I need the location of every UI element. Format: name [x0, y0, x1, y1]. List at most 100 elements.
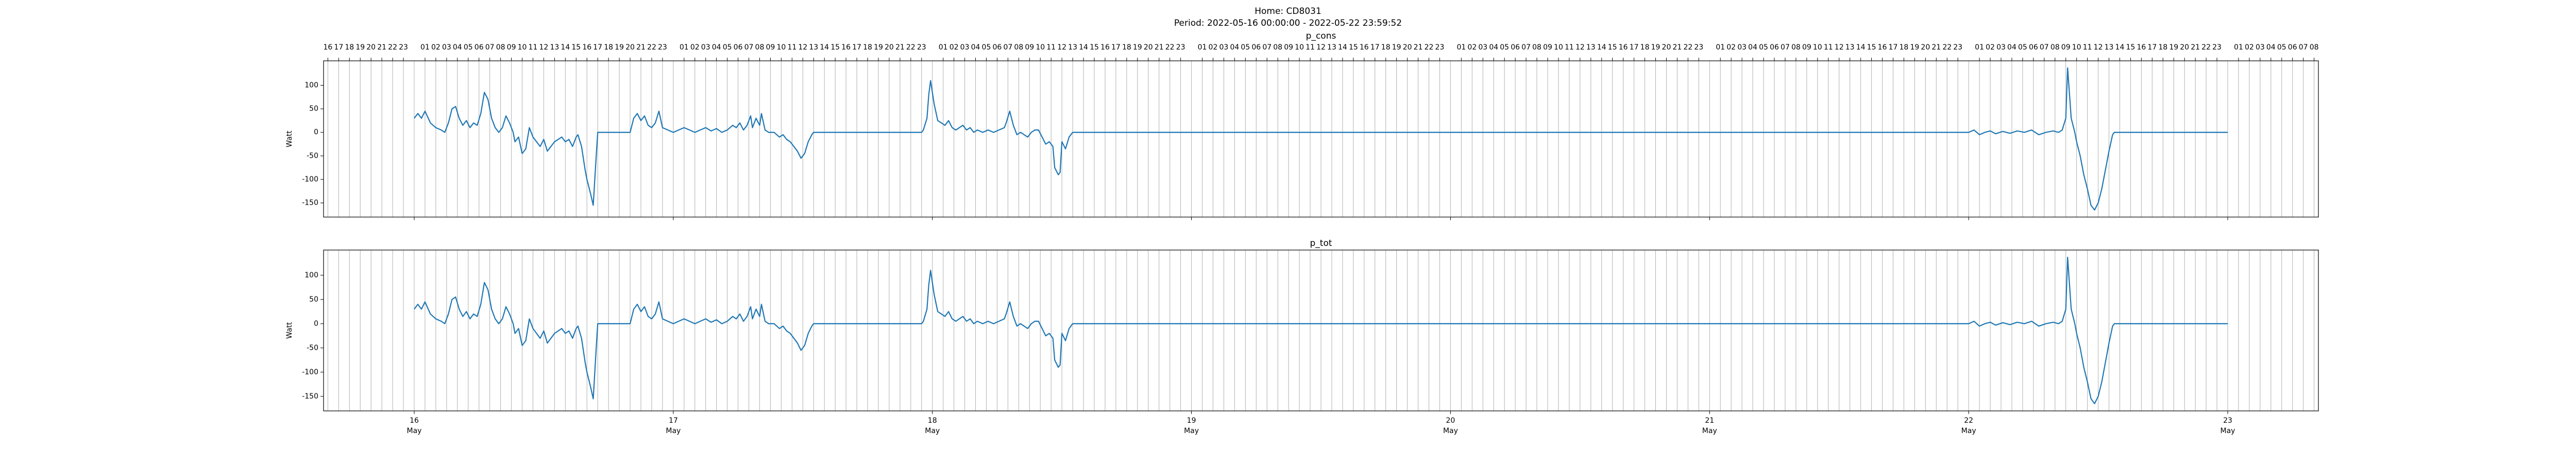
- x2-tick-label: 02: [1467, 43, 1477, 52]
- x2-tick-label: 16: [323, 43, 332, 52]
- x2-tick-label: 10: [1295, 43, 1304, 52]
- x2-tick-label: 06: [734, 43, 743, 52]
- x2-tick-label: 21: [636, 43, 646, 52]
- x2-tick-label: 01: [939, 43, 948, 52]
- x2-tick-label: 06: [1251, 43, 1261, 52]
- x2-tick-label: 01: [1198, 43, 1207, 52]
- x2-tick-label: 16: [1878, 43, 1887, 52]
- x2-tick-label: 16: [1619, 43, 1628, 52]
- x2-tick-label: 06: [1770, 43, 1779, 52]
- x2-tick-label: 17: [1889, 43, 1898, 52]
- x-tick-label: 21 May: [1702, 417, 1717, 435]
- tick-label-line: 16: [410, 417, 419, 425]
- x2-tick-label: 22: [906, 43, 916, 52]
- x2-tick-label: 20: [2180, 43, 2189, 52]
- x2-tick-label: 09: [2061, 43, 2071, 52]
- x2-tick-label: 23: [399, 43, 408, 52]
- figure-subtitle: Period: 2022-05-16 00:00:00 - 2022-05-22…: [1174, 18, 1402, 28]
- x2-tick-label: 18: [604, 43, 613, 52]
- x2-tick-label: 13: [1327, 43, 1336, 52]
- x2-tick-label: 07: [2040, 43, 2049, 52]
- x2-tick-label: 14: [1597, 43, 1606, 52]
- x2-tick-label: 22: [388, 43, 397, 52]
- y-axis-label: Watt: [285, 322, 294, 339]
- x2-tick-label: 03: [1737, 43, 1747, 52]
- x2-tick-label: 11: [529, 43, 538, 52]
- tick-label-line: 17: [669, 417, 678, 425]
- x2-tick-label: 23: [658, 43, 667, 52]
- y-tick-label: 0: [314, 128, 318, 137]
- y-tick-label: -50: [307, 344, 318, 352]
- x2-tick-label: 08: [2310, 43, 2319, 52]
- x2-tick-label: 21: [2191, 43, 2200, 52]
- y-tick-label: -100: [302, 368, 318, 376]
- tick-label-line: 23: [2223, 417, 2232, 425]
- x2-tick-label: 12: [1835, 43, 1844, 52]
- x2-tick-label: 05: [464, 43, 473, 52]
- x2-tick-label: 20: [885, 43, 894, 52]
- x2-tick-label: 13: [809, 43, 818, 52]
- x-tick-label: 20 May: [1443, 417, 1458, 435]
- x2-tick-label: 02: [1726, 43, 1736, 52]
- x2-tick-label: 02: [950, 43, 959, 52]
- x2-tick-label: 21: [1673, 43, 1682, 52]
- x2-tick-label: 08: [1791, 43, 1801, 52]
- x2-tick-label: 06: [2029, 43, 2038, 52]
- tick-label-line: 18: [928, 417, 937, 425]
- x2-tick-label: 21: [377, 43, 386, 52]
- x-tick-label: 17 May: [666, 417, 681, 435]
- x2-tick-label: 06: [2288, 43, 2297, 52]
- x2-tick-label: 17: [1630, 43, 1639, 52]
- x2-tick-label: 18: [1900, 43, 1909, 52]
- x2-tick-label: 13: [1068, 43, 1077, 52]
- x2-tick-label: 22: [1165, 43, 1175, 52]
- x2-tick-label: 15: [1349, 43, 1358, 52]
- x2-tick-label: 09: [1802, 43, 1811, 52]
- x-tick-label: 16 May: [407, 417, 422, 435]
- x2-tick-label: 05: [723, 43, 732, 52]
- x2-tick-label: 09: [1025, 43, 1034, 52]
- x2-tick-label: 14: [1338, 43, 1347, 52]
- x2-tick-label: 14: [820, 43, 829, 52]
- x2-tick-label: 03: [2256, 43, 2265, 52]
- figure-title: Home: CD8031: [1255, 6, 1321, 16]
- x2-tick-label: 16: [582, 43, 591, 52]
- x2-tick-label: 04: [453, 43, 462, 52]
- x2-tick-label: 05: [1241, 43, 1250, 52]
- x2-tick-label: 04: [1489, 43, 1498, 52]
- x2-tick-label: 12: [2094, 43, 2103, 52]
- y-tick-label: 100: [304, 271, 318, 279]
- x2-tick-label: 09: [1284, 43, 1293, 52]
- y-tick-label: 50: [309, 105, 318, 113]
- x2-tick-label: 08: [1273, 43, 1282, 52]
- y-tick-label: 0: [314, 320, 318, 328]
- x2-tick-label: 03: [1478, 43, 1487, 52]
- x2-tick-label: 13: [550, 43, 559, 52]
- x2-tick-label: 11: [787, 43, 796, 52]
- x2-tick-label: 05: [2277, 43, 2286, 52]
- x2-tick-label: 08: [1532, 43, 1541, 52]
- x2-tick-label: 07: [1781, 43, 1790, 52]
- x-tick-label: 19 May: [1184, 417, 1199, 435]
- x2-tick-label: 01: [680, 43, 689, 52]
- x2-tick-label: 04: [971, 43, 980, 52]
- x2-tick-label: 18: [1381, 43, 1391, 52]
- x2-tick-label: 10: [518, 43, 527, 52]
- x2-tick-label: 18: [345, 43, 354, 52]
- x2-tick-label: 19: [1133, 43, 1142, 52]
- x2-tick-label: 17: [852, 43, 861, 52]
- x2-tick-label: 17: [2147, 43, 2157, 52]
- x2-tick-label: 02: [690, 43, 700, 52]
- x2-tick-label: 03: [960, 43, 970, 52]
- x2-tick-label: 21: [1931, 43, 1941, 52]
- x2-tick-label: 21: [1155, 43, 1164, 52]
- x-tick-label: 18 May: [925, 417, 940, 435]
- x2-tick-label: 23: [1694, 43, 1703, 52]
- x2-tick-label: 01: [1975, 43, 1984, 52]
- x2-tick-label: 22: [1683, 43, 1692, 52]
- x2-tick-label: 10: [1554, 43, 1563, 52]
- x2-tick-label: 02: [2245, 43, 2254, 52]
- x2-tick-label: 11: [1824, 43, 1833, 52]
